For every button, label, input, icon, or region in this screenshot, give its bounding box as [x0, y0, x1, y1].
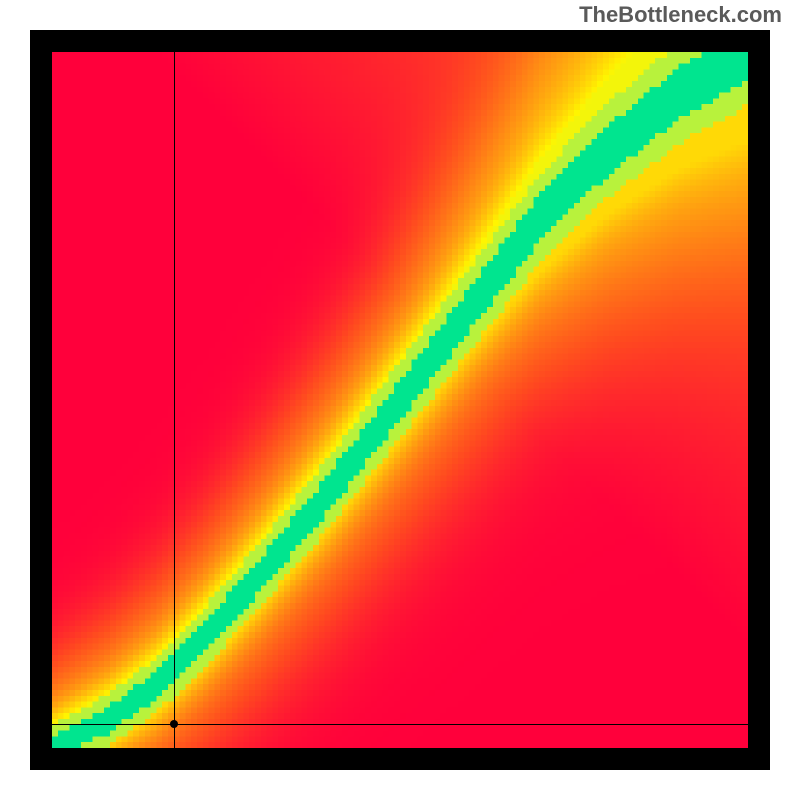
crosshair-marker — [170, 720, 178, 728]
crosshair-horizontal — [52, 724, 748, 725]
watermark-text: TheBottleneck.com — [579, 2, 782, 28]
heatmap-plot — [52, 52, 748, 748]
heatmap-canvas — [52, 52, 748, 748]
crosshair-vertical — [174, 52, 175, 748]
chart-frame — [30, 30, 770, 770]
